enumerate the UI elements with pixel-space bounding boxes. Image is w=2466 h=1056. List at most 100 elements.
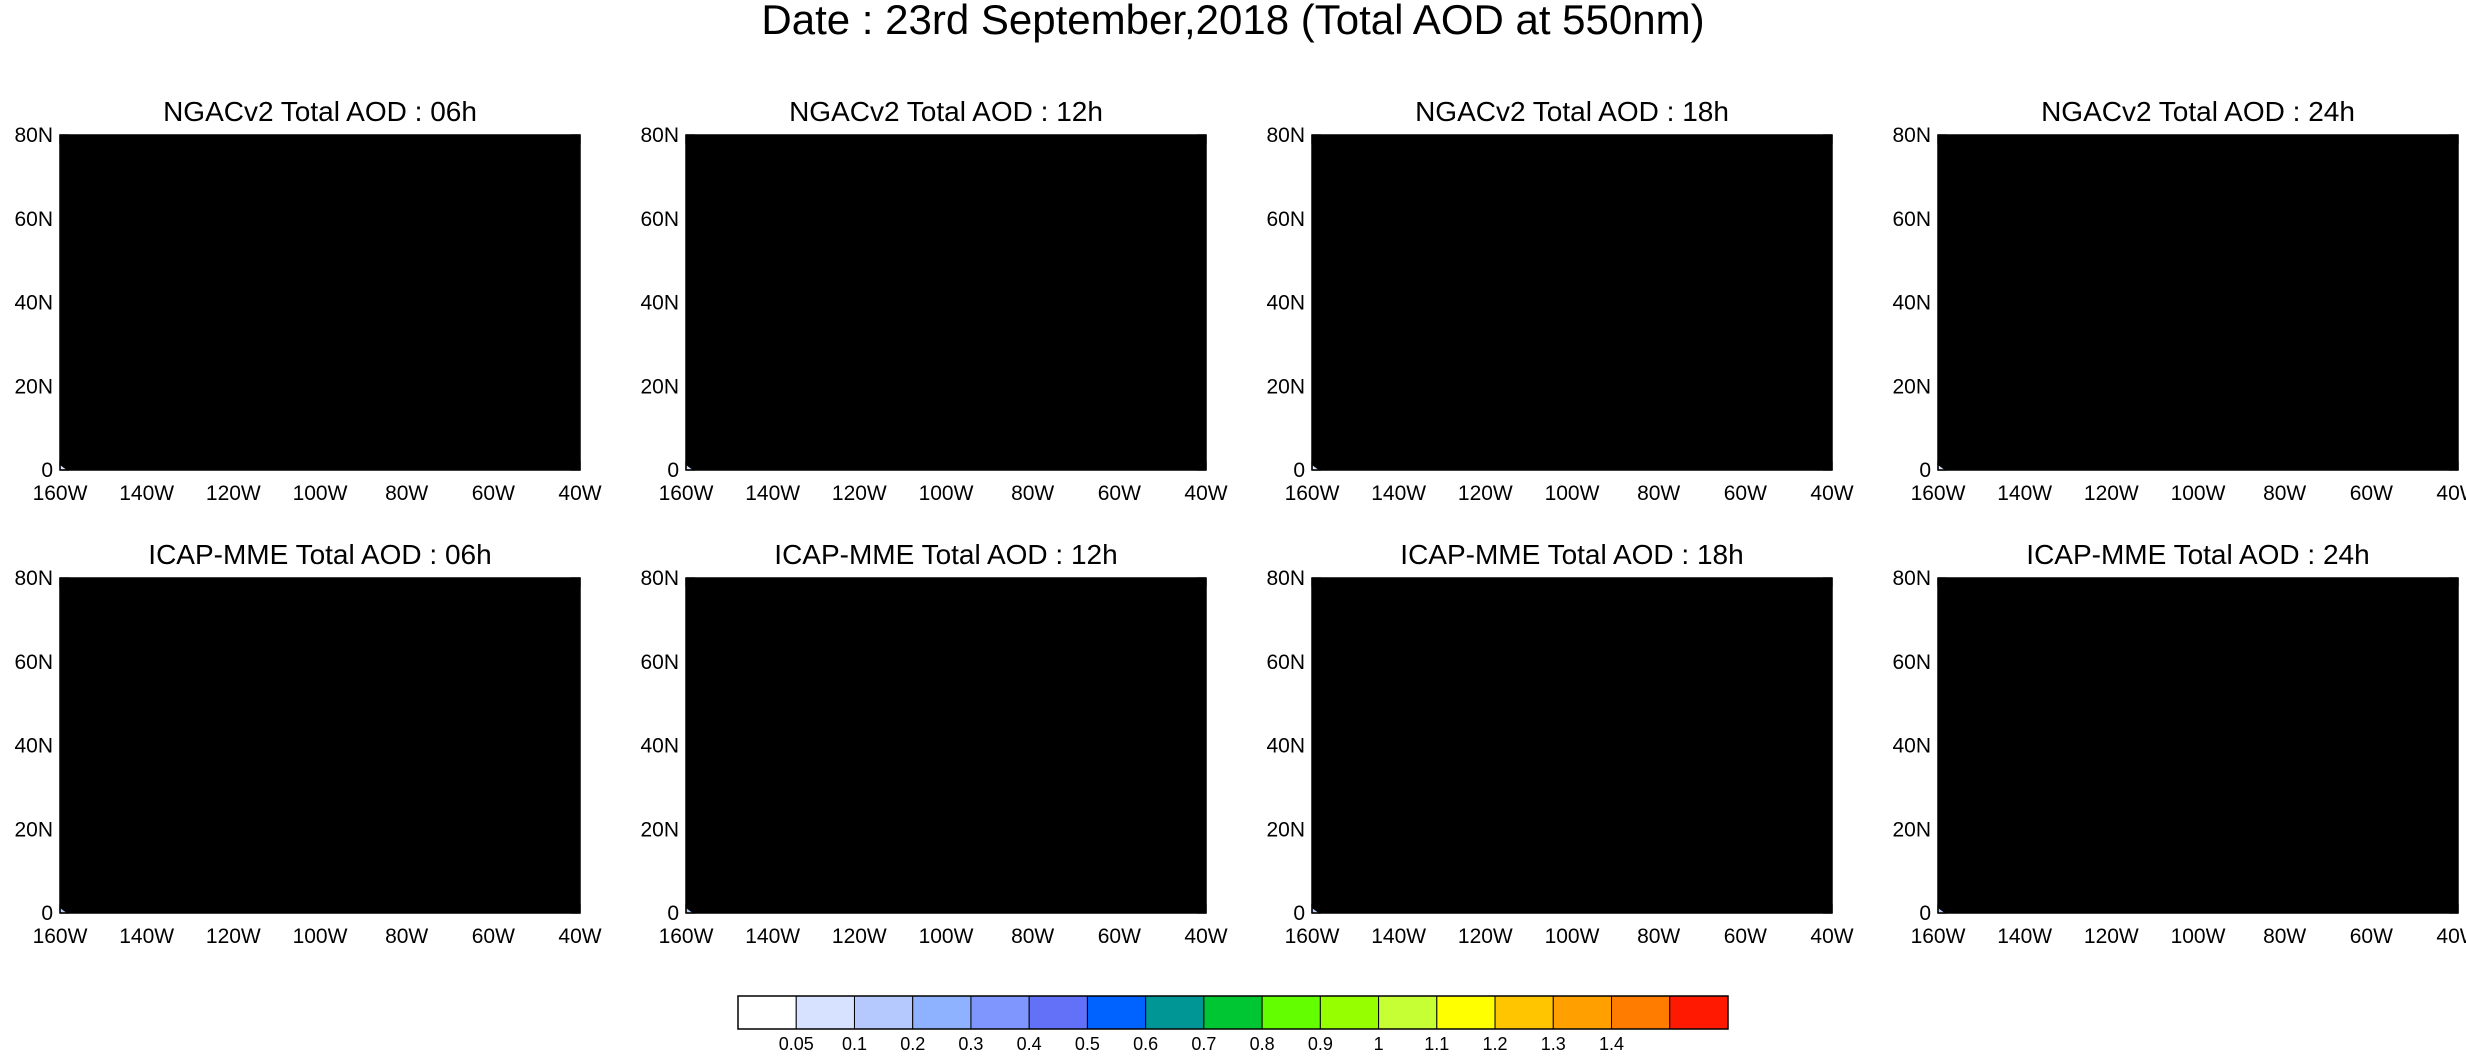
lon-tick-label: 80W xyxy=(1011,482,1054,505)
panel-title: ICAP-MME Total AOD : 18h xyxy=(1400,539,1743,570)
panel-title: NGACv2 Total AOD : 06h xyxy=(163,96,477,127)
lat-tick-label: 20N xyxy=(1892,818,1931,841)
lon-tick-label: 160W xyxy=(659,925,714,948)
colorbar-label: 1.4 xyxy=(1599,1034,1624,1054)
coastline xyxy=(1353,142,1827,470)
colorbar-label: 0.7 xyxy=(1191,1034,1216,1054)
colorbar-swatch xyxy=(1669,995,1729,1030)
lat-tick-label: 60N xyxy=(1892,651,1931,674)
aod-field xyxy=(60,578,580,913)
lat-tick-label: 0 xyxy=(41,459,53,482)
lon-tick-label: 60W xyxy=(1724,925,1767,948)
lon-tick-label: 160W xyxy=(659,482,714,505)
coastline xyxy=(1353,585,1827,913)
lat-tick-label: 0 xyxy=(1293,902,1305,925)
coastline xyxy=(101,585,575,913)
colorbar-swatch xyxy=(1145,995,1205,1030)
map-panel: ICAP-MME Total AOD : 06h 160W 140W 120W 100W… xyxy=(14,539,601,948)
lon-tick-label: 80W xyxy=(385,482,428,505)
colorbar-label: 0.8 xyxy=(1250,1034,1275,1054)
colorbar-swatch xyxy=(1028,995,1088,1030)
lat-tick-label: 40N xyxy=(14,735,53,758)
colorbar-swatch xyxy=(1086,995,1147,1030)
lon-tick-label: 100W xyxy=(293,925,348,948)
lon-tick-label: 40W xyxy=(1184,482,1227,505)
coastline xyxy=(1979,142,2453,470)
aod-field xyxy=(686,135,1206,470)
lon-tick-label: 60W xyxy=(2350,925,2393,948)
lon-tick-label: 140W xyxy=(745,482,800,505)
lon-tick-label: 40W xyxy=(1184,925,1227,948)
lat-tick-label: 0 xyxy=(667,902,679,925)
colorbar-label: 0.3 xyxy=(958,1034,983,1054)
lat-tick-label: 0 xyxy=(1919,902,1931,925)
lon-tick-label: 40W xyxy=(2436,925,2466,948)
lon-tick-label: 60W xyxy=(472,925,515,948)
lon-tick-label: 40W xyxy=(558,925,601,948)
lat-tick-label: 60N xyxy=(14,651,53,674)
colorbar-swatch xyxy=(1552,995,1613,1030)
colorbar-label: 0.05 xyxy=(779,1034,814,1054)
lon-tick-label: 120W xyxy=(206,925,261,948)
map-panel: NGACv2 Total AOD : 24h 160W 140W 120W 100W 80… xyxy=(1892,96,2466,505)
lat-tick-label: 60N xyxy=(14,208,53,231)
panel-title: ICAP-MME Total AOD : 12h xyxy=(774,539,1117,570)
lon-tick-label: 140W xyxy=(119,482,174,505)
lat-tick-label: 20N xyxy=(14,375,53,398)
colorbar-swatch xyxy=(1494,995,1554,1030)
lat-tick-label: 20N xyxy=(14,818,53,841)
lon-tick-label: 140W xyxy=(1371,925,1426,948)
colorbar-swatch xyxy=(1436,995,1496,1030)
lat-tick-label: 0 xyxy=(1919,459,1931,482)
lon-tick-label: 120W xyxy=(2084,482,2139,505)
colorbar-label: 1.1 xyxy=(1424,1034,1449,1054)
lat-tick-label: 20N xyxy=(1266,818,1305,841)
lon-tick-label: 40W xyxy=(2436,482,2466,505)
lon-tick-label: 120W xyxy=(2084,925,2139,948)
lon-tick-label: 100W xyxy=(919,925,974,948)
colorbar-swatch xyxy=(1611,995,1671,1030)
lat-tick-label: 0 xyxy=(667,459,679,482)
coastline xyxy=(101,142,575,470)
lon-tick-label: 120W xyxy=(1458,482,1513,505)
colorbar-swatch xyxy=(1319,995,1380,1030)
lat-tick-label: 0 xyxy=(41,902,53,925)
aod-field xyxy=(1938,135,2458,470)
lon-tick-label: 100W xyxy=(2171,925,2226,948)
lon-tick-label: 120W xyxy=(832,925,887,948)
lon-tick-label: 100W xyxy=(293,482,348,505)
lon-tick-label: 160W xyxy=(1911,925,1966,948)
lon-tick-label: 100W xyxy=(1545,925,1600,948)
lat-tick-label: 60N xyxy=(640,651,679,674)
colorbar: 0.05 0.1 0.2 0.3 0.4 0.5 0.6 0.7 0.8 0.9 1 1.1 1.2 1.… xyxy=(737,995,1729,1054)
lon-tick-label: 40W xyxy=(1810,482,1853,505)
lat-tick-label: 40N xyxy=(1266,292,1305,315)
panel-title: ICAP-MME Total AOD : 24h xyxy=(2026,539,2369,570)
lat-tick-label: 40N xyxy=(640,735,679,758)
colorbar-swatch xyxy=(1261,995,1321,1030)
colorbar-label: 1.2 xyxy=(1483,1034,1508,1054)
lon-tick-label: 120W xyxy=(1458,925,1513,948)
lat-tick-label: 60N xyxy=(640,208,679,231)
lat-tick-label: 40N xyxy=(640,292,679,315)
lon-tick-label: 60W xyxy=(2350,482,2393,505)
lat-tick-label: 60N xyxy=(1266,208,1305,231)
lat-tick-label: 80N xyxy=(1892,124,1931,147)
lon-tick-label: 100W xyxy=(919,482,974,505)
lon-tick-label: 80W xyxy=(2263,482,2306,505)
lon-tick-label: 160W xyxy=(33,925,88,948)
panel-title: NGACv2 Total AOD : 12h xyxy=(789,96,1103,127)
coastline xyxy=(1979,585,2453,913)
lat-tick-label: 0 xyxy=(1293,459,1305,482)
colorbar-swatch xyxy=(970,995,1030,1030)
colorbar-label: 1.3 xyxy=(1541,1034,1566,1054)
colorbar-swatch xyxy=(1203,995,1263,1030)
colorbar-label: 0.2 xyxy=(900,1034,925,1054)
lat-tick-label: 80N xyxy=(1892,567,1931,590)
lon-tick-label: 140W xyxy=(1997,482,2052,505)
map-panel: NGACv2 Total AOD : 06h 160W 140W 120W 100W 80… xyxy=(14,96,601,505)
lat-tick-label: 40N xyxy=(1266,735,1305,758)
map-panel: NGACv2 Total AOD : 18h 160W 140W 120W 100W 80… xyxy=(1266,96,1853,505)
colorbar-label: 0.4 xyxy=(1017,1034,1042,1054)
